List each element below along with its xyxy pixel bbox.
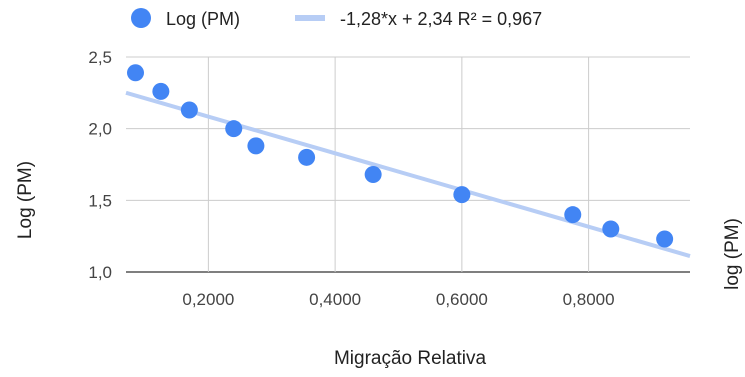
- data-point[interactable]: [152, 82, 170, 100]
- x-axis-ticks: 0,2000 0,4000 0,6000 0,8000: [182, 290, 614, 309]
- legend-marker-series: [131, 8, 151, 28]
- y-tick-label: 1,0: [88, 263, 112, 282]
- x-tick-label: 0,8000: [563, 290, 615, 309]
- trendline: [125, 90, 691, 258]
- data-points: [127, 64, 674, 248]
- y-axis-title: Log (PM): [15, 161, 36, 239]
- y-axis-ticks: 1,0 1,5 2,0 2,5: [88, 48, 112, 282]
- data-point[interactable]: [298, 148, 316, 166]
- data-point[interactable]: [127, 64, 145, 82]
- x-tick-label: 0,6000: [436, 290, 488, 309]
- x-tick-label: 0,2000: [182, 290, 234, 309]
- data-point[interactable]: [364, 166, 382, 184]
- grid-lines: [126, 56, 690, 273]
- legend-marker-trendline: [295, 15, 325, 21]
- x-tick-label: 0,4000: [309, 290, 361, 309]
- data-point[interactable]: [564, 206, 582, 224]
- legend-label-series: Log (PM): [166, 9, 240, 29]
- legend-label-trendline: -1,28*x + 2,34 R² = 0,967: [340, 9, 542, 29]
- trendline-layer: [125, 90, 691, 258]
- data-point[interactable]: [602, 220, 620, 238]
- data-point[interactable]: [656, 230, 674, 248]
- y-tick-label: 2,0: [88, 120, 112, 139]
- y-axis-title-right: log (PM): [722, 218, 743, 290]
- data-point[interactable]: [225, 120, 243, 138]
- data-point[interactable]: [247, 137, 265, 155]
- data-point[interactable]: [180, 101, 198, 119]
- data-point[interactable]: [453, 186, 471, 204]
- y-tick-label: 2,5: [88, 48, 112, 67]
- y-tick-label: 1,5: [88, 191, 112, 210]
- legend[interactable]: Log (PM) -1,28*x + 2,34 R² = 0,967: [131, 8, 542, 29]
- x-axis-title: Migração Relativa: [334, 348, 486, 369]
